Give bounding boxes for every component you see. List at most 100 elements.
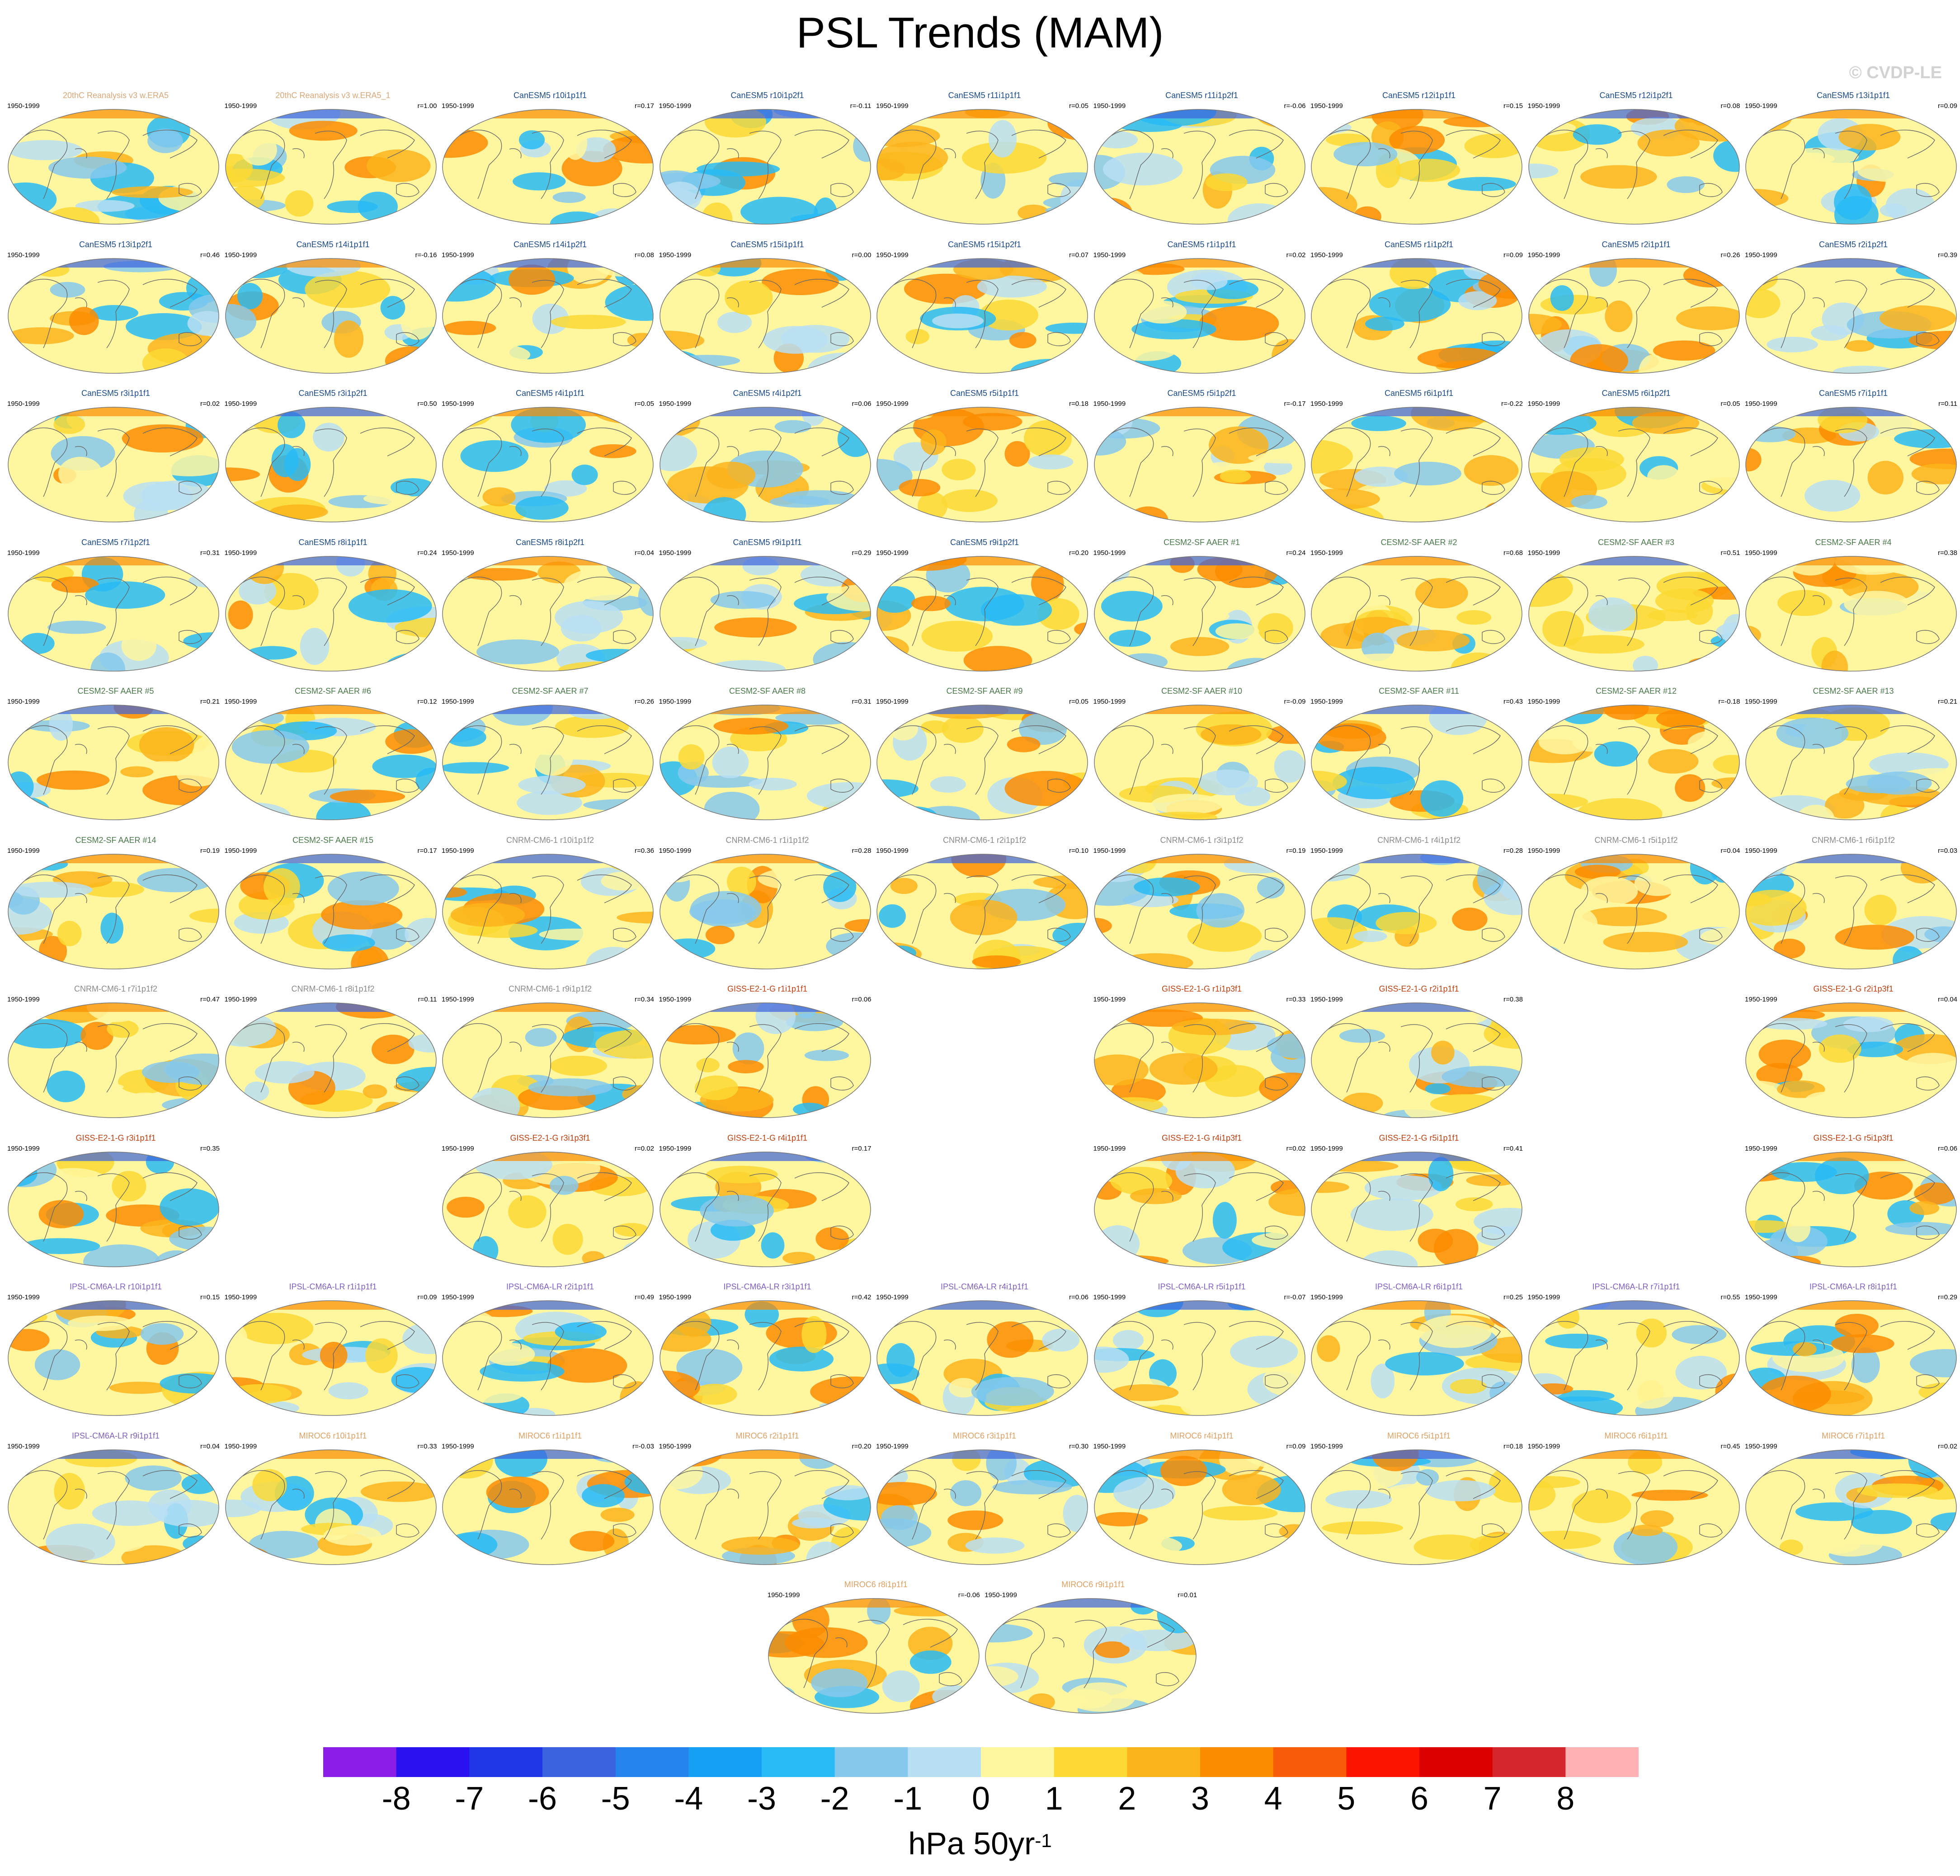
map-panel: CanESM5 r1i1p2f1 1950-1999 r=0.09: [1310, 240, 1527, 389]
panel-period: 1950-1999: [7, 846, 40, 855]
map-panel: IPSL-CM6A-LR r1i1p1f1 1950-1999 r=0.09: [225, 1282, 442, 1431]
panel-title: CanESM5 r6i1p1f1: [1384, 389, 1454, 398]
panel-period: 1950-1999: [7, 1442, 40, 1450]
panel-title: CESM2-SF AAER #14: [75, 835, 156, 845]
panel-period: 1950-1999: [659, 102, 692, 110]
panel-period: 1950-1999: [442, 102, 474, 110]
panel-title: IPSL-CM6A-LR r7i1p1f1: [1592, 1282, 1680, 1291]
panel-correlation: r=0.09: [1503, 251, 1523, 259]
panel-correlation: r=0.51: [1720, 549, 1740, 557]
panel-period: 1950-1999: [659, 846, 692, 855]
globe-map: [659, 1002, 871, 1118]
panel-period: 1950-1999: [1093, 1293, 1126, 1301]
map-panel: CanESM5 r5i1p1f1 1950-1999 r=0.18: [876, 388, 1093, 537]
panel-correlation: r=0.38: [1503, 996, 1523, 1003]
globe-map: [1093, 555, 1305, 672]
map-panel: MIROC6 r8i1p1f1 1950-1999 r=-0.06: [768, 1580, 985, 1729]
panel-period: 1950-1999: [659, 549, 692, 557]
map-panel: CanESM5 r11i1p2f1 1950-1999 r=-0.06: [1093, 90, 1310, 240]
panel-period: 1950-1999: [1310, 698, 1343, 705]
colorbar-swatch: [1200, 1747, 1274, 1777]
globe-map: [442, 1300, 654, 1416]
map-panel: CESM2-SF AAER #7 1950-1999 r=0.26: [442, 686, 659, 835]
panel-title: IPSL-CM6A-LR r6i1p1f1: [1375, 1282, 1463, 1291]
map-panel: CanESM5 r15i1p1f1 1950-1999 r=0.00: [659, 240, 876, 389]
panel-title: CanESM5 r10i1p1f1: [513, 91, 587, 100]
colorbar-swatch: [1565, 1747, 1639, 1777]
map-panel: MIROC6 r10i1p1f1 1950-1999 r=0.33: [225, 1431, 442, 1580]
map-panel: CNRM-CM6-1 r1i1p1f2 1950-1999 r=0.28: [659, 835, 876, 984]
panel-title: GISS-E2-1-G r3i1p1f1: [75, 1133, 156, 1143]
panel-title: CanESM5 r5i1p1f1: [950, 389, 1019, 398]
globe-map: [1745, 1449, 1957, 1565]
panel-correlation: r=0.02: [1286, 251, 1306, 259]
panel-period: 1950-1999: [442, 1442, 474, 1450]
panel-period: 1950-1999: [985, 1591, 1017, 1599]
panel-period: 1950-1999: [7, 251, 40, 259]
map-panel: CanESM5 r8i1p1f1 1950-1999 r=0.24: [225, 537, 442, 686]
globe-map: [442, 705, 654, 820]
globe-map: [1745, 555, 1957, 672]
panel-title: IPSL-CM6A-LR r10i1p1f1: [69, 1282, 162, 1291]
globe-map: [1311, 109, 1522, 225]
panel-correlation: r=0.43: [1503, 698, 1523, 705]
panel-period: 1950-1999: [1310, 102, 1343, 110]
map-panel: MIROC6 r1i1p1f1 1950-1999 r=-0.03: [442, 1431, 659, 1580]
panel-title: CanESM5 r13i1p2f1: [79, 240, 153, 249]
colorbar-swatch: [688, 1747, 762, 1777]
map-panel: IPSL-CM6A-LR r3i1p1f1 1950-1999 r=0.42: [659, 1282, 876, 1431]
panel-correlation: r=-0.22: [1501, 400, 1523, 408]
panel-title: MIROC6 r3i1p1f1: [952, 1431, 1017, 1440]
panel-correlation: r=0.35: [200, 1144, 220, 1152]
panel-correlation: r=0.26: [635, 698, 654, 705]
map-panel: CESM2-SF AAER #8 1950-1999 r=0.31: [659, 686, 876, 835]
panel-period: 1950-1999: [1310, 1442, 1343, 1450]
globe-map: [1745, 705, 1957, 820]
colorbar-swatch: [1492, 1747, 1566, 1777]
map-panel: CanESM5 r9i1p1f1 1950-1999 r=0.29: [659, 537, 876, 686]
map-panel: IPSL-CM6A-LR r8i1p1f1 1950-1999 r=0.29: [1745, 1282, 1960, 1431]
map-panel: CanESM5 r4i1p1f1 1950-1999 r=0.05: [442, 388, 659, 537]
panel-period: 1950-1999: [1093, 846, 1126, 855]
globe-map: [225, 705, 437, 820]
panel-correlation: r=0.50: [417, 400, 437, 408]
copyright-label: © CVDP-LE: [1849, 63, 1942, 82]
panel-correlation: r=0.31: [852, 698, 872, 705]
panel-title: MIROC6 r1i1p1f1: [518, 1431, 582, 1440]
panel-correlation: r=0.05: [1069, 698, 1088, 705]
panel-correlation: r=0.55: [1720, 1293, 1740, 1301]
panel-period: 1950-1999: [659, 996, 692, 1003]
globe-map: [1528, 1300, 1740, 1416]
panel-correlation: r=-0.09: [1284, 698, 1306, 705]
map-panel: CanESM5 r4i1p2f1 1950-1999 r=0.06: [659, 388, 876, 537]
globe-map: [442, 853, 654, 969]
panel-correlation: r=0.02: [1938, 1442, 1957, 1450]
panel-period: 1950-1999: [224, 1293, 257, 1301]
panel-period: 1950-1999: [224, 846, 257, 855]
colorbar-tick-label: -6: [528, 1781, 557, 1817]
map-panel: CanESM5 r9i1p2f1 1950-1999 r=0.20: [876, 537, 1093, 686]
colorbar-tick-label: 8: [1556, 1781, 1575, 1817]
panel-correlation: r=0.05: [1720, 400, 1740, 408]
panel-period: 1950-1999: [659, 400, 692, 408]
globe-map: [225, 1002, 437, 1118]
panel-correlation: r=0.46: [200, 251, 220, 259]
panel-title: CNRM-CM6-1 r8i1p1f2: [291, 984, 375, 993]
panel-period: 1950-1999: [876, 698, 909, 705]
map-panel: CNRM-CM6-1 r9i1p1f2 1950-1999 r=0.34: [442, 984, 659, 1133]
panel-correlation: r=0.34: [635, 996, 654, 1003]
globe-map: [1311, 258, 1522, 374]
panel-title: IPSL-CM6A-LR r1i1p1f1: [289, 1282, 377, 1291]
panel-title: MIROC6 r5i1p1f1: [1387, 1431, 1451, 1440]
panel-correlation: r=0.68: [1503, 549, 1523, 557]
globe-map: [876, 1449, 1088, 1565]
panel-title: CanESM5 r8i1p1f1: [298, 537, 368, 547]
panel-correlation: r=0.06: [852, 400, 872, 408]
map-panel: CanESM5 r2i1p2f1 1950-1999 r=0.39: [1745, 240, 1960, 389]
globe-map: [225, 109, 437, 225]
globe-map: [442, 407, 654, 522]
panel-correlation: r=0.06: [1938, 1144, 1957, 1152]
map-panel: CESM2-SF AAER #1 1950-1999 r=0.24: [1093, 537, 1310, 686]
map-panel: MIROC6 r2i1p1f1 1950-1999 r=0.20: [659, 1431, 876, 1580]
globe-map: [225, 853, 437, 969]
